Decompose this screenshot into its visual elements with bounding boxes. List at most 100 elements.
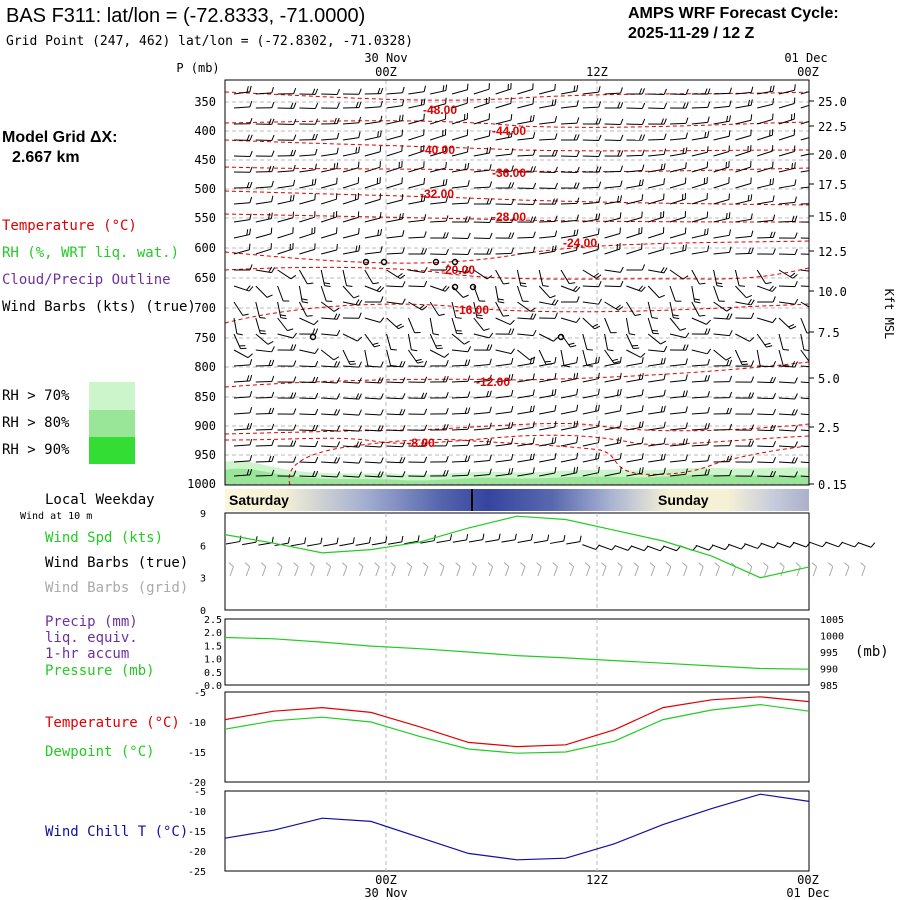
upper-air-wind-barb-flag bbox=[442, 285, 447, 291]
upper-air-wind-barb-flag bbox=[467, 232, 471, 239]
upper-air-wind-barb-flag bbox=[573, 373, 576, 380]
upper-air-wind-barb-flag bbox=[270, 227, 273, 234]
upper-air-wind-barb-flag bbox=[293, 408, 297, 415]
upper-air-wind-barb-flag bbox=[323, 282, 330, 285]
isotherm-label: -36.00 bbox=[492, 166, 526, 180]
upper-air-wind-barb bbox=[342, 137, 359, 141]
upper-air-wind-barb bbox=[800, 120, 809, 125]
upper-air-wind-barb bbox=[495, 363, 512, 367]
upper-air-wind-barb bbox=[233, 460, 250, 463]
isotherm-line bbox=[225, 213, 809, 223]
upper-air-wind-barb bbox=[648, 232, 664, 239]
upper-air-wind-barb-flag bbox=[792, 274, 798, 279]
upper-air-wind-barb-flag bbox=[729, 330, 733, 336]
upper-air-wind-barb-flag bbox=[554, 230, 558, 237]
upper-air-wind-barb-flag bbox=[726, 455, 730, 462]
upper-air-wind-barb-flag bbox=[445, 424, 449, 431]
isotherm-label: -8.00 bbox=[407, 436, 435, 450]
upper-air-wind-barb bbox=[582, 106, 599, 109]
bottom-tick-12z: 12Z bbox=[586, 873, 608, 887]
height-tick-label: 7.5 bbox=[818, 326, 840, 340]
upper-air-wind-barb-flag bbox=[442, 85, 445, 92]
upper-air-wind-barb-flag bbox=[660, 163, 663, 170]
upper-air-wind-barb bbox=[735, 135, 751, 141]
upper-air-wind-barb bbox=[430, 103, 446, 109]
pressure-tick-labels: 350 400 450 500 550 600 650 700 750 800 850 900 950 1… bbox=[187, 95, 216, 491]
temp-tick-label: -10 bbox=[188, 718, 206, 729]
isotherm-line bbox=[288, 438, 809, 485]
temp-dewpoint-panel: Temperature (°C) Dewpoint (°C) -5-10-15-… bbox=[45, 688, 810, 789]
main-panel-frame bbox=[224, 79, 810, 486]
upper-air-wind-barb bbox=[626, 349, 641, 358]
upper-air-wind-barb-flag bbox=[445, 179, 448, 186]
upper-air-wind-barb-flag bbox=[707, 328, 711, 335]
upper-air-wind-barb-flag bbox=[693, 298, 701, 301]
upper-air-wind-barb-flag bbox=[312, 424, 316, 431]
upper-air-wind-barb-flag bbox=[619, 420, 622, 427]
grid-wind-barb-flag bbox=[520, 562, 526, 567]
wind-barbs-grid-label: Wind Barbs (grid) bbox=[45, 580, 188, 596]
upper-air-wind-barb-flag bbox=[707, 407, 710, 414]
isotherm-line bbox=[225, 266, 809, 280]
upper-air-wind-barb-flag bbox=[817, 472, 820, 477]
upper-air-wind-barb-flag bbox=[290, 344, 294, 351]
upper-air-wind-barb-flag bbox=[445, 408, 449, 415]
upper-air-wind-barb bbox=[342, 365, 359, 368]
upper-air-wind-barb-flag bbox=[554, 404, 557, 412]
surface-wind-barb-flag bbox=[401, 535, 404, 542]
grid-wind-barb-flag bbox=[763, 562, 769, 567]
upper-air-wind-barb-flag bbox=[729, 246, 732, 253]
upper-air-wind-barb-flag bbox=[271, 439, 275, 446]
upper-air-wind-barb bbox=[539, 426, 556, 431]
upper-air-wind-barb-flag bbox=[747, 194, 750, 202]
upper-air-wind-barb-flag bbox=[769, 231, 773, 238]
upper-air-wind-barb bbox=[778, 429, 796, 432]
upper-air-wind-barb bbox=[298, 269, 308, 285]
upper-air-wind-barb-flag bbox=[289, 195, 292, 202]
upper-air-wind-barb-flag bbox=[271, 391, 275, 398]
upper-air-wind-barb-flag bbox=[249, 264, 253, 271]
upper-air-wind-barb bbox=[648, 153, 665, 157]
upper-air-wind-barb bbox=[648, 138, 665, 141]
upper-air-wind-barb-flag bbox=[620, 102, 624, 109]
upper-air-wind-barb-flag bbox=[814, 249, 816, 255]
upper-air-wind-barb-flag bbox=[789, 272, 796, 278]
grid-wind-barb-flag bbox=[277, 562, 283, 567]
upper-air-wind-barb-flag bbox=[817, 198, 819, 204]
isotherm-lines bbox=[225, 91, 809, 485]
upper-air-wind-barb-flag bbox=[814, 307, 819, 311]
upper-air-wind-barb-flag bbox=[563, 365, 571, 368]
upper-air-wind-barb bbox=[560, 362, 577, 367]
grid-wind-barb bbox=[861, 566, 866, 577]
upper-air-wind-barb bbox=[539, 235, 556, 239]
upper-air-wind-barb-flag bbox=[620, 150, 624, 157]
surface-wind-barb bbox=[436, 539, 451, 544]
upper-air-wind-barb-flag bbox=[707, 375, 710, 382]
upper-air-wind-barb-flag bbox=[532, 467, 535, 474]
upper-air-wind-barb-flag bbox=[769, 424, 774, 431]
upper-air-wind-barb bbox=[539, 472, 556, 477]
upper-air-wind-barb bbox=[757, 219, 774, 223]
upper-air-wind-barb-flag bbox=[814, 147, 815, 153]
upper-air-wind-barb bbox=[495, 349, 512, 355]
upper-air-wind-barb-flag bbox=[379, 212, 382, 219]
rh-90-swatch bbox=[89, 437, 135, 464]
upper-air-wind-barb-flag bbox=[336, 102, 340, 109]
upper-air-wind-barb-flag bbox=[598, 101, 602, 108]
upper-air-wind-barb bbox=[800, 91, 809, 95]
upper-air-wind-barb bbox=[451, 202, 469, 205]
bottom-date-mid: 30 Nov bbox=[364, 886, 407, 900]
upper-air-wind-barb-flag bbox=[423, 113, 425, 120]
upper-air-wind-barb-flag bbox=[462, 294, 469, 298]
upper-air-wind-barb-flag bbox=[817, 442, 820, 447]
dewpoint-label: Dewpoint (°C) bbox=[45, 744, 155, 760]
upper-air-wind-barb bbox=[299, 216, 315, 223]
upper-air-wind-barb bbox=[647, 301, 653, 318]
upper-air-wind-barb-flag bbox=[726, 115, 729, 122]
pressure-tick-labels: 1005 1000 995 990 985 bbox=[820, 615, 844, 692]
surface-wind-barb-flag bbox=[417, 535, 420, 542]
surface-wind-barb bbox=[630, 545, 645, 552]
upper-air-wind-barb-flag bbox=[554, 166, 558, 173]
upper-air-wind-barb bbox=[756, 269, 767, 284]
upper-air-wind-barb bbox=[757, 150, 773, 157]
